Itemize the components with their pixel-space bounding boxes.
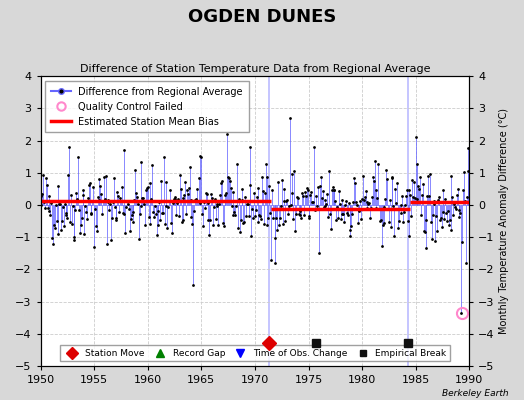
Text: Berkeley Earth: Berkeley Earth	[442, 389, 508, 398]
Y-axis label: Monthly Temperature Anomaly Difference (°C): Monthly Temperature Anomaly Difference (…	[499, 108, 509, 334]
Legend: Station Move, Record Gap, Time of Obs. Change, Empirical Break: Station Move, Record Gap, Time of Obs. C…	[60, 345, 450, 362]
Title: Difference of Station Temperature Data from Regional Average: Difference of Station Temperature Data f…	[80, 64, 430, 74]
Text: OGDEN DUNES: OGDEN DUNES	[188, 8, 336, 26]
